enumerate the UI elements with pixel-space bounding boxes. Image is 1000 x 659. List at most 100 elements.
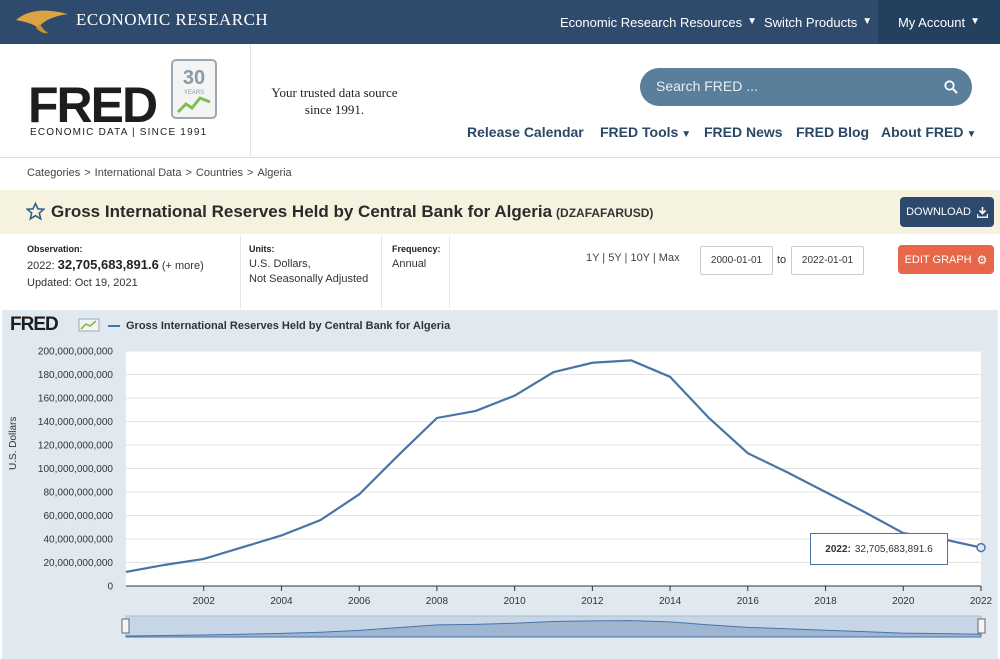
y-tick-label: 40,000,000,000 [43,535,113,546]
end-date-input[interactable]: 2022-01-01 [791,246,864,275]
top-bar: ECONOMIC RESEARCH Economic Research Reso… [0,0,1000,44]
chevron-down-icon: ▼ [681,129,692,140]
x-tick-label: 2022 [970,596,993,607]
breadcrumb-separator: > [185,167,192,179]
meta-divider [381,236,382,308]
chart-legend: Gross International Reserves Held by Cen… [108,320,450,332]
breadcrumb-international-data[interactable]: International Data [94,167,182,179]
tagline-line-2: since 1991. [304,102,365,117]
start-date-input[interactable]: 2000-01-01 [700,246,773,275]
y-tick-label: 180,000,000,000 [38,370,114,381]
eagle-logo-icon[interactable] [14,6,70,36]
search-input[interactable]: Search FRED ... [640,68,972,106]
series-point [976,542,986,553]
observation-year: 2022: [27,260,55,272]
x-tick-label: 2020 [892,596,915,607]
nav-fred-tools[interactable]: FRED Tools ▼ [600,124,691,140]
series-title-text: Gross International Reserves Held by Cen… [51,202,553,221]
frequency-block: Frequency: Annual [392,242,452,272]
x-tick-label: 2016 [737,596,760,607]
badge-years: YEARS [184,90,204,96]
updated-date: Updated: Oct 19, 2021 [27,277,138,289]
tagline: Your trusted data source since 1991. [262,84,407,118]
legend-line-swatch [108,325,120,327]
breadcrumb: Categories > International Data > Countries >… [27,167,292,179]
header-divider [250,44,251,158]
range-selector[interactable]: 1Y | 5Y | 10Y | Max [586,252,680,264]
units-label: Units: [249,244,275,254]
y-tick-label: 20,000,000,000 [43,558,113,569]
x-tick-label: 2006 [348,596,371,607]
tooltip-year: 2022: [825,543,851,555]
observation-line: 2022: 32,705,683,891.6 (+ more) [27,257,232,274]
x-tick-label: 2012 [581,596,604,607]
edit-graph-label: EDIT GRAPH [904,253,972,266]
my-account-label: My Account [897,14,966,30]
navigator-series-area [125,620,982,638]
switch-products-menu[interactable]: Switch Products ▼ [764,0,872,44]
economic-research-resources-label: Economic Research Resources [560,14,743,30]
brand-name[interactable]: ECONOMIC RESEARCH [76,10,269,29]
series-title-band: Gross International Reserves Held by Cen… [0,190,1000,234]
y-tick-label: 120,000,000,000 [38,441,114,452]
y-tick-label: 100,000,000,000 [38,464,114,475]
search-icon[interactable] [944,80,958,94]
chart-tooltip: 2022: 32,705,683,891.6 [810,533,948,565]
navigator-left-handle [121,618,130,634]
nav-fred-news[interactable]: FRED News [704,124,783,140]
download-button[interactable]: DOWNLOAD [900,197,994,227]
breadcrumb-separator: > [247,167,254,179]
series-id: (DZAFAFARUSD) [556,206,654,220]
breadcrumb-countries[interactable]: Countries [195,167,243,179]
my-account-menu[interactable]: My Account ▼ [878,0,1000,44]
chevron-down-icon: ▼ [970,15,981,27]
y-tick-label: 160,000,000,000 [38,394,114,405]
observation-more[interactable]: (+ more) [161,260,204,272]
meta-divider [240,236,241,308]
y-tick-label: 200,000,000,000 [38,347,114,358]
economic-research-resources-menu[interactable]: Economic Research Resources ▼ [560,0,757,44]
badge-number: 30 [183,67,205,89]
gear-icon: ⚙ [976,252,988,267]
chart-fred-logo: FRED [10,314,59,335]
units-line-1: U.S. Dollars, [249,258,311,270]
date-to-label: to [777,254,787,266]
line-chart[interactable]: 0 20,000,000,000 40,000,000,000 60,000,000,… [0,340,1000,659]
chart-logo-graph-icon [78,318,100,332]
thirty-years-badge-icon: 30 YEARS [171,59,217,119]
breadcrumb-separator: > [84,167,91,179]
series-title: Gross International Reserves Held by Cen… [51,202,653,222]
frequency-value: Annual [392,258,427,270]
y-tick-label: 60,000,000,000 [43,511,113,522]
breadcrumb-algeria[interactable]: Algeria [257,167,292,179]
frequency-label: Frequency: [392,244,441,254]
y-tick-label: 80,000,000,000 [43,488,113,499]
download-label: DOWNLOAD [906,206,971,218]
x-tick-label: 2014 [659,596,682,607]
navigator-right-handle [977,618,986,634]
nav-fred-tools-label: FRED Tools [600,124,679,140]
breadcrumb-categories[interactable]: Categories [27,167,81,179]
edit-graph-button[interactable]: EDIT GRAPH ⚙ [898,245,994,274]
y-tick-label: 0 [107,582,113,593]
download-icon [976,206,988,218]
nav-release-calendar[interactable]: Release Calendar [467,124,584,140]
x-tick-label: 2002 [193,596,216,607]
observation-label: Observation: [27,244,83,254]
series-line [125,359,982,573]
meta-divider [449,236,450,308]
x-tick-label: 2018 [814,596,837,607]
switch-products-label: Switch Products [764,14,858,30]
y-tick-label: 140,000,000,000 [38,417,114,428]
star-icon[interactable] [26,202,45,221]
units-line-2: Not Seasonally Adjusted [249,273,369,285]
nav-about-fred[interactable]: About FRED ▼ [881,124,976,140]
x-tick-label: 2010 [504,596,527,607]
observation-value: 32,705,683,891.6 [57,257,159,272]
fred-logo[interactable]: FRED [28,77,158,133]
x-tick-label: 2008 [426,596,449,607]
nav-fred-blog[interactable]: FRED Blog [796,124,870,140]
nav-about-fred-label: About FRED [881,124,964,140]
fred-logo-subtitle: ECONOMIC DATA | SINCE 1991 [30,127,208,138]
observation-block: Observation: 2022: 32,705,683,891.6 (+ m… [27,242,232,291]
